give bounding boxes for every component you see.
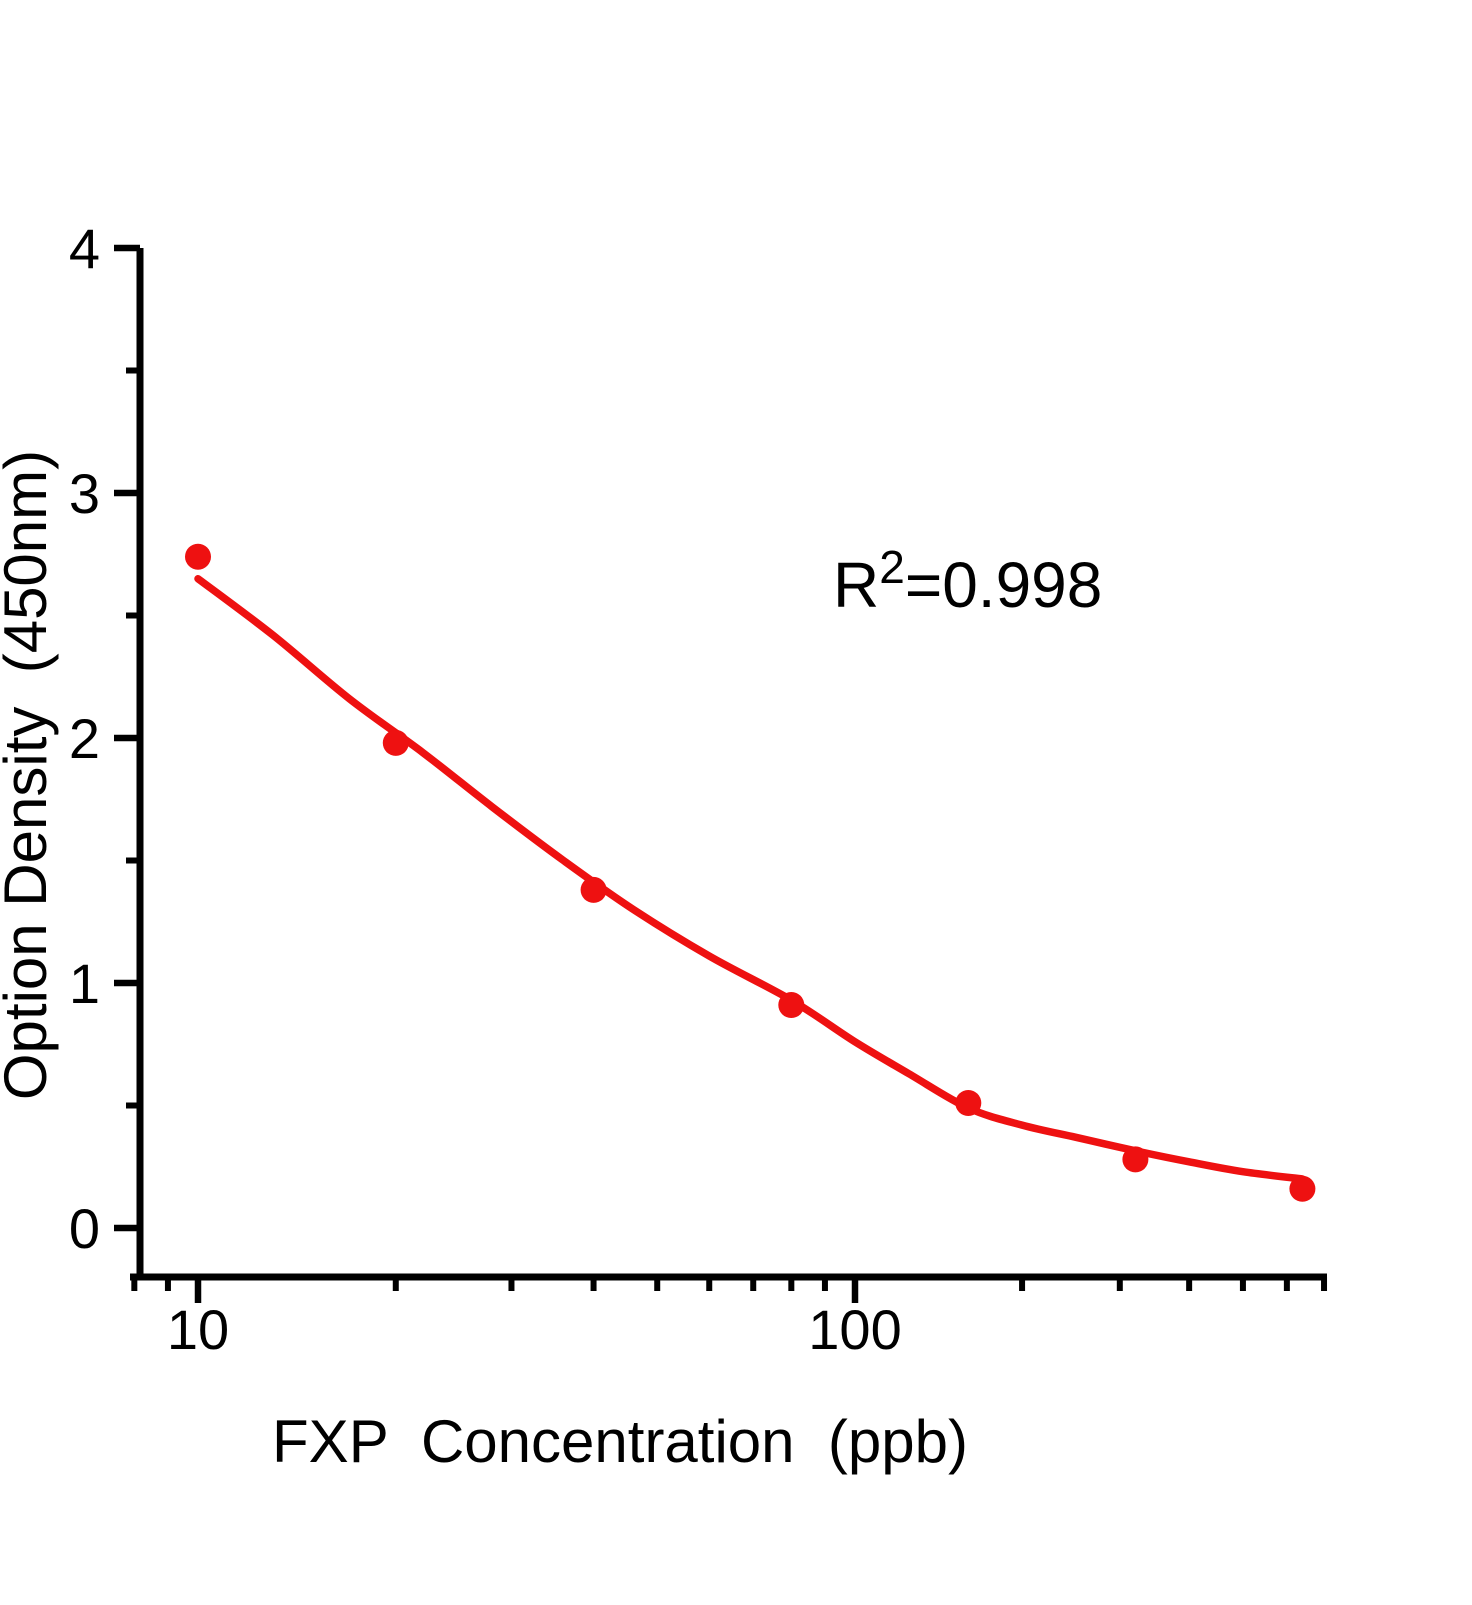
data-point-marker bbox=[955, 1090, 982, 1116]
y-axis-tick-labels: 0 1 2 3 4 bbox=[69, 217, 100, 1260]
fit-curve-line bbox=[194, 575, 1307, 1183]
y-tick-label: 4 bbox=[69, 217, 100, 280]
y-axis-ticks bbox=[114, 244, 140, 1232]
x-axis-tick-labels: 10 100 bbox=[167, 1298, 902, 1361]
data-points bbox=[185, 543, 1316, 1202]
data-point-marker bbox=[185, 543, 211, 570]
data-point-marker bbox=[778, 992, 805, 1018]
y-tick-label: 2 bbox=[69, 707, 100, 770]
x-axis-title: FXP Concentration (ppb) bbox=[272, 1408, 968, 1475]
y-tick-label: 1 bbox=[69, 952, 100, 1015]
y-tick-label: 3 bbox=[69, 462, 100, 525]
x-tick-label: 10 bbox=[167, 1298, 229, 1361]
data-point-marker bbox=[1122, 1146, 1149, 1173]
data-point-marker bbox=[580, 876, 607, 903]
axes: 10 100 0 1 2 3 4 bbox=[69, 217, 1328, 1361]
y-axis-title: Option Density (450nm) bbox=[0, 450, 59, 1100]
r-squared-annotation: R2=0.998 bbox=[833, 541, 1102, 621]
x-tick-label: 100 bbox=[808, 1298, 901, 1361]
x-axis-ticks bbox=[131, 1277, 1328, 1303]
data-point-marker bbox=[382, 729, 409, 756]
data-point-marker bbox=[1289, 1175, 1316, 1202]
y-tick-label: 0 bbox=[69, 1197, 100, 1260]
